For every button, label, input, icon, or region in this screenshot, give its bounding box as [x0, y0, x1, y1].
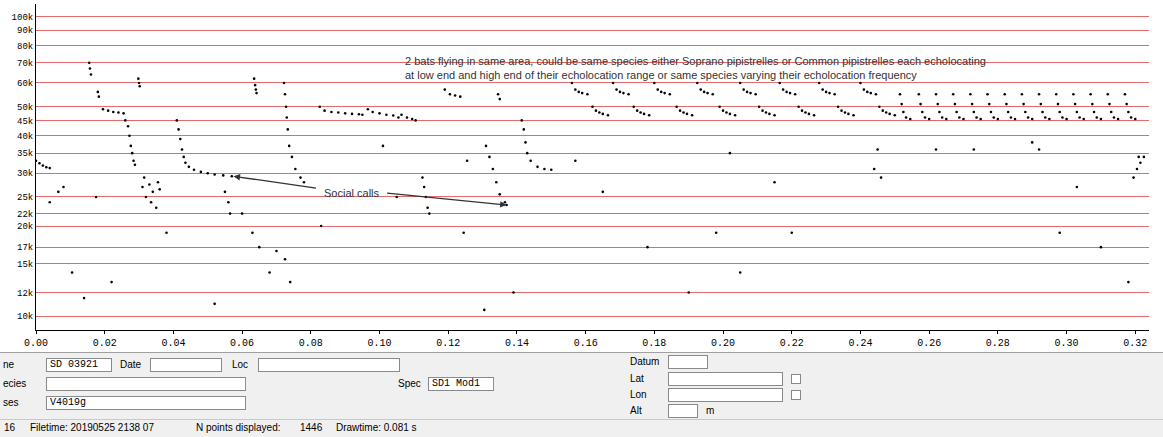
- svg-text:12k: 12k: [17, 289, 33, 299]
- svg-text:40k: 40k: [17, 132, 33, 142]
- svg-text:0.08: 0.08: [299, 338, 323, 349]
- svg-text:0.24: 0.24: [848, 338, 872, 349]
- svg-text:35k: 35k: [17, 149, 33, 159]
- svg-text:80k: 80k: [17, 42, 33, 52]
- svg-text:0.12: 0.12: [436, 338, 460, 349]
- svg-text:0.28: 0.28: [986, 338, 1010, 349]
- svg-text:0.18: 0.18: [642, 338, 666, 349]
- svg-text:15k: 15k: [17, 260, 33, 270]
- svg-text:Social calls: Social calls: [324, 187, 380, 199]
- svg-text:0.20: 0.20: [711, 338, 735, 349]
- svg-text:0.22: 0.22: [780, 338, 804, 349]
- svg-text:0.04: 0.04: [161, 338, 185, 349]
- svg-text:30k: 30k: [17, 169, 33, 179]
- svg-text:2 bats flying in same area, co: 2 bats flying in same area, could be sam…: [405, 55, 986, 81]
- svg-text:22k: 22k: [17, 210, 33, 220]
- svg-text:50k: 50k: [17, 103, 33, 113]
- svg-text:0.10: 0.10: [368, 338, 392, 349]
- svg-text:0.16: 0.16: [574, 338, 598, 349]
- svg-text:0.32: 0.32: [1123, 338, 1147, 349]
- svg-text:0.14: 0.14: [505, 338, 529, 349]
- svg-text:0.00: 0.00: [24, 338, 48, 349]
- svg-text:10k: 10k: [17, 312, 33, 322]
- svg-text:0.26: 0.26: [917, 338, 941, 349]
- svg-text:70k: 70k: [17, 59, 33, 69]
- svg-text:60k: 60k: [17, 79, 33, 89]
- svg-text:20k: 20k: [17, 222, 33, 232]
- svg-text:25k: 25k: [17, 193, 33, 203]
- svg-text:45k: 45k: [17, 117, 33, 127]
- svg-text:0.06: 0.06: [230, 338, 254, 349]
- svg-text:100k: 100k: [12, 13, 34, 23]
- svg-text:90k: 90k: [17, 26, 33, 36]
- svg-text:17k: 17k: [17, 243, 33, 253]
- svg-text:0.02: 0.02: [93, 338, 117, 349]
- svg-text:0.30: 0.30: [1055, 338, 1079, 349]
